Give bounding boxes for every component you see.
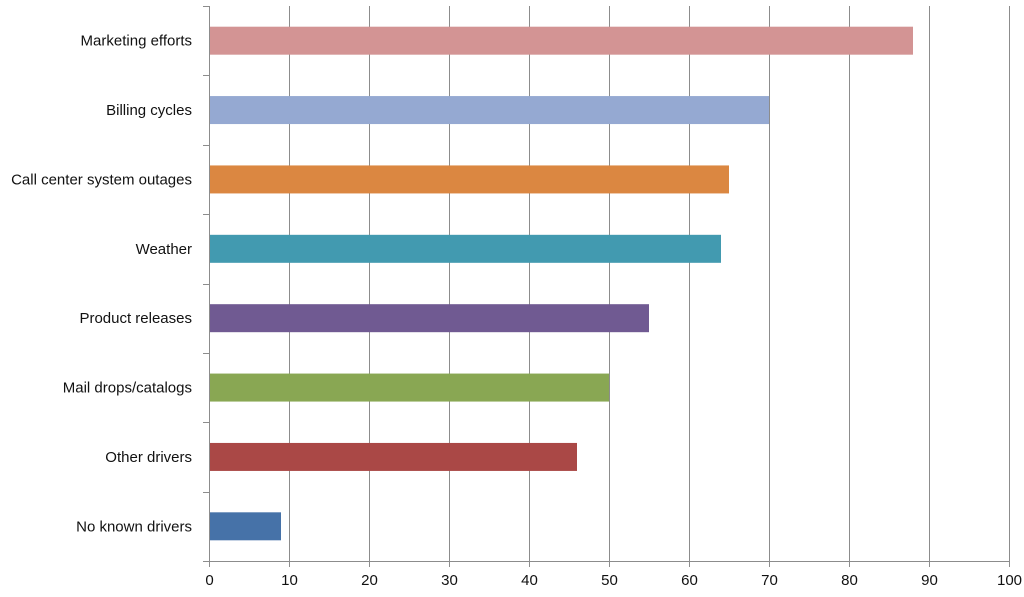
category-label: Marketing efforts: [81, 33, 192, 50]
x-tick-label: 60: [681, 572, 698, 589]
category-label: No known drivers: [76, 518, 192, 535]
category-labels: Marketing efforts Billing cycles Call cent…: [11, 33, 192, 536]
x-tick-label: 20: [361, 572, 378, 589]
bars: [210, 26, 913, 541]
x-tick-label: 40: [521, 572, 538, 589]
x-tick-label: 50: [601, 572, 618, 589]
category-label: Mail drops/catalogs: [63, 380, 192, 397]
axes: [203, 6, 1010, 567]
x-tick-labels: 0 10 20 30 40 50 60 70 80 90 100: [205, 572, 1022, 589]
category-label: Product releases: [79, 310, 192, 327]
x-tick-label: 80: [841, 572, 858, 589]
bar-marketing-efforts: [210, 26, 913, 55]
x-tick-label: 10: [281, 572, 298, 589]
bar-product-releases: [210, 304, 649, 333]
bar-call-center-system-outages: [210, 165, 729, 194]
bar-mail-drops-catalogs: [210, 373, 609, 402]
x-tick-label: 30: [441, 572, 458, 589]
x-tick-label: 100: [997, 572, 1022, 589]
category-label: Weather: [136, 241, 192, 258]
category-label: Call center system outages: [11, 171, 192, 188]
category-label: Other drivers: [105, 449, 192, 466]
x-tick-label: 70: [761, 572, 778, 589]
bar-no-known-drivers: [210, 512, 281, 541]
x-tick-label: 90: [921, 572, 938, 589]
bar-billing-cycles: [210, 96, 769, 125]
bar-other-drivers: [210, 442, 577, 471]
gridlines: [289, 6, 1010, 561]
category-label: Billing cycles: [106, 102, 192, 119]
x-tick-label: 0: [205, 572, 213, 589]
bar-weather: [210, 234, 721, 263]
